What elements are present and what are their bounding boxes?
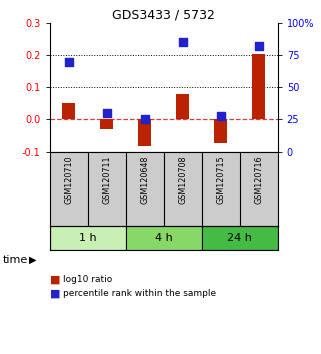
Bar [214,119,227,143]
Text: ■: ■ [50,289,60,299]
Text: GSM120708: GSM120708 [178,155,187,204]
Text: percentile rank within the sample: percentile rank within the sample [63,289,216,298]
Text: ■: ■ [50,275,60,285]
Text: GSM120715: GSM120715 [216,155,225,204]
Text: GSM120648: GSM120648 [140,155,149,204]
Point [104,110,109,116]
Text: log10 ratio: log10 ratio [63,275,112,284]
Point [180,39,185,45]
Point [218,113,223,118]
Bar [252,55,265,119]
Bar [126,226,202,250]
Bar [202,226,278,250]
Bar [50,226,126,250]
Text: GSM120716: GSM120716 [254,155,263,204]
Bar [176,94,189,119]
Text: 1 h: 1 h [79,233,97,243]
Point [142,116,147,122]
Bar [138,119,152,146]
Point [256,43,261,49]
Text: time: time [3,255,29,265]
Text: GSM120710: GSM120710 [64,155,73,204]
Bar [100,119,113,129]
Text: 4 h: 4 h [155,233,173,243]
Text: ▶: ▶ [29,255,36,265]
Text: GSM120711: GSM120711 [102,155,111,204]
Point [66,59,71,64]
Text: 24 h: 24 h [227,233,252,243]
Title: GDS3433 / 5732: GDS3433 / 5732 [112,9,215,22]
Bar [62,103,75,119]
